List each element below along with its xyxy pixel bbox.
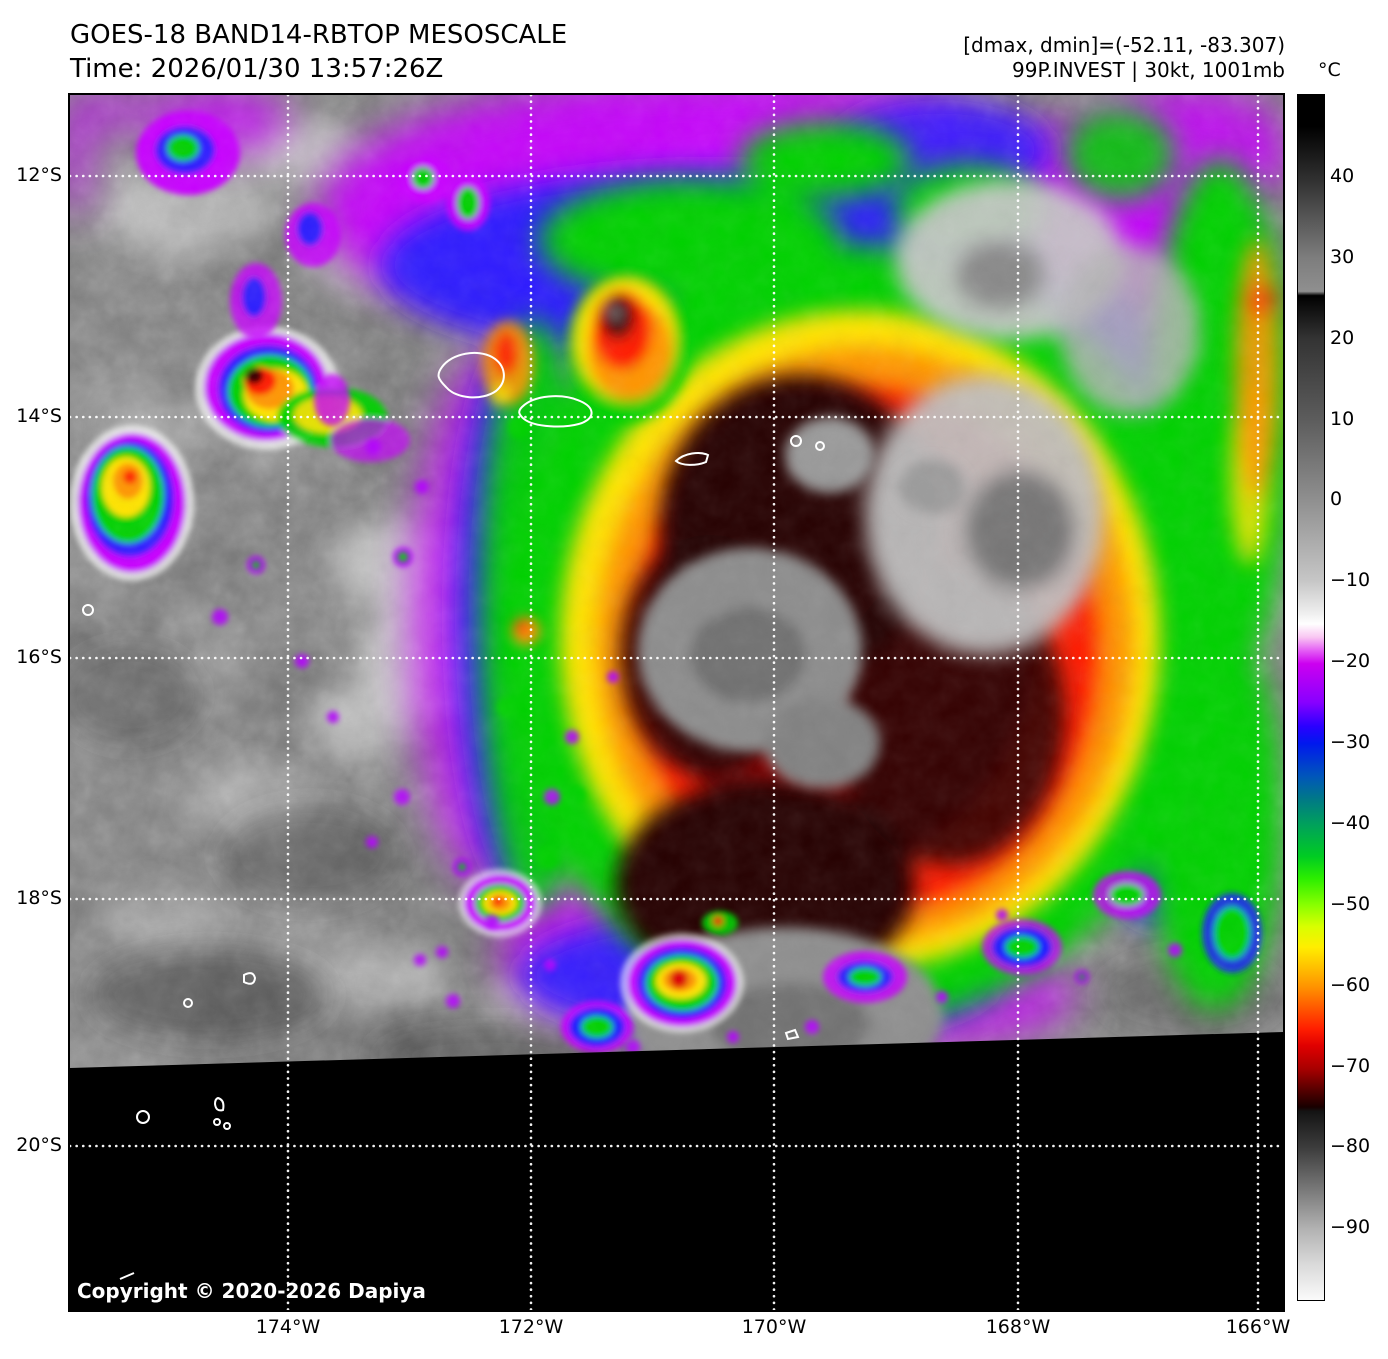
gridlines — [70, 95, 1283, 1310]
lon-label-172w: 172°W — [498, 1316, 564, 1338]
colorbar-tick-m30: −30 — [1330, 731, 1371, 753]
colorbar-tick-m90: −90 — [1330, 1216, 1371, 1238]
colorbar-unit-label: °C — [1318, 59, 1341, 81]
copyright-text: Copyright © 2020-2026 Dapiya — [77, 1279, 426, 1303]
dmax-dmin-readout: [dmax, dmin]=(-52.11, -83.307) — [963, 33, 1285, 57]
fine-speckle-overlay — [70, 95, 1283, 1070]
coastline-islet-5 — [243, 972, 257, 985]
lon-label-166w: 166°W — [1225, 1316, 1291, 1338]
coastline-islet-10 — [784, 1028, 800, 1041]
colorbar-tick-m80: −80 — [1330, 1135, 1371, 1157]
lat-label-12s: 12°S — [16, 164, 62, 186]
lat-label-20s: 20°S — [16, 1134, 62, 1156]
colorbar-tick-m60: −60 — [1330, 974, 1371, 996]
coastline-savaii — [437, 351, 505, 399]
coastline-islet-2 — [815, 441, 825, 451]
coastline-islet-4 — [183, 998, 193, 1008]
colorbar-tick-0: 0 — [1330, 488, 1343, 510]
coastline-islet-8 — [213, 1118, 221, 1126]
colorbar-tick-m10: −10 — [1330, 569, 1371, 591]
temperature-colorbar — [1297, 94, 1325, 1301]
coastline-islet-6 — [136, 1110, 150, 1124]
lat-label-14s: 14°S — [16, 405, 62, 427]
colorbar-tick-m50: −50 — [1330, 893, 1371, 915]
coastlines — [82, 351, 825, 1280]
satellite-map-svg — [70, 95, 1283, 1310]
coastline-islet-9 — [223, 1122, 231, 1130]
coastline-upolu — [518, 395, 593, 428]
lat-label-16s: 16°S — [16, 646, 62, 668]
colorbar-tick-m40: −40 — [1330, 812, 1371, 834]
colorbar-tick-m70: −70 — [1330, 1055, 1371, 1077]
colorbar-tick-30: 30 — [1330, 246, 1355, 268]
colorbar-tick-m20: −20 — [1330, 650, 1371, 672]
product-time: Time: 2026/01/30 13:57:26Z — [70, 54, 444, 84]
storm-info-readout: 99P.INVEST | 30kt, 1001mb — [1012, 58, 1285, 82]
lon-label-174w: 174°W — [255, 1316, 321, 1338]
scan-gap — [70, 1032, 1283, 1310]
coastline-islet-11 — [119, 1272, 135, 1280]
product-title: GOES-18 BAND14-RBTOP MESOSCALE — [70, 20, 568, 50]
coastline-islet-3 — [82, 604, 94, 616]
colorbar-tick-20: 20 — [1330, 327, 1355, 349]
coastline-islet-1 — [790, 435, 802, 447]
coastline-islet-7 — [213, 1096, 225, 1112]
map-frame — [68, 93, 1285, 1312]
colorbar-tick-40: 40 — [1330, 165, 1355, 187]
colorbar-tick-10: 10 — [1330, 408, 1355, 430]
lon-label-168w: 168°W — [985, 1316, 1051, 1338]
lon-label-170w: 170°W — [741, 1316, 807, 1338]
lat-label-18s: 18°S — [16, 887, 62, 909]
coastline-tutuila — [674, 452, 710, 466]
